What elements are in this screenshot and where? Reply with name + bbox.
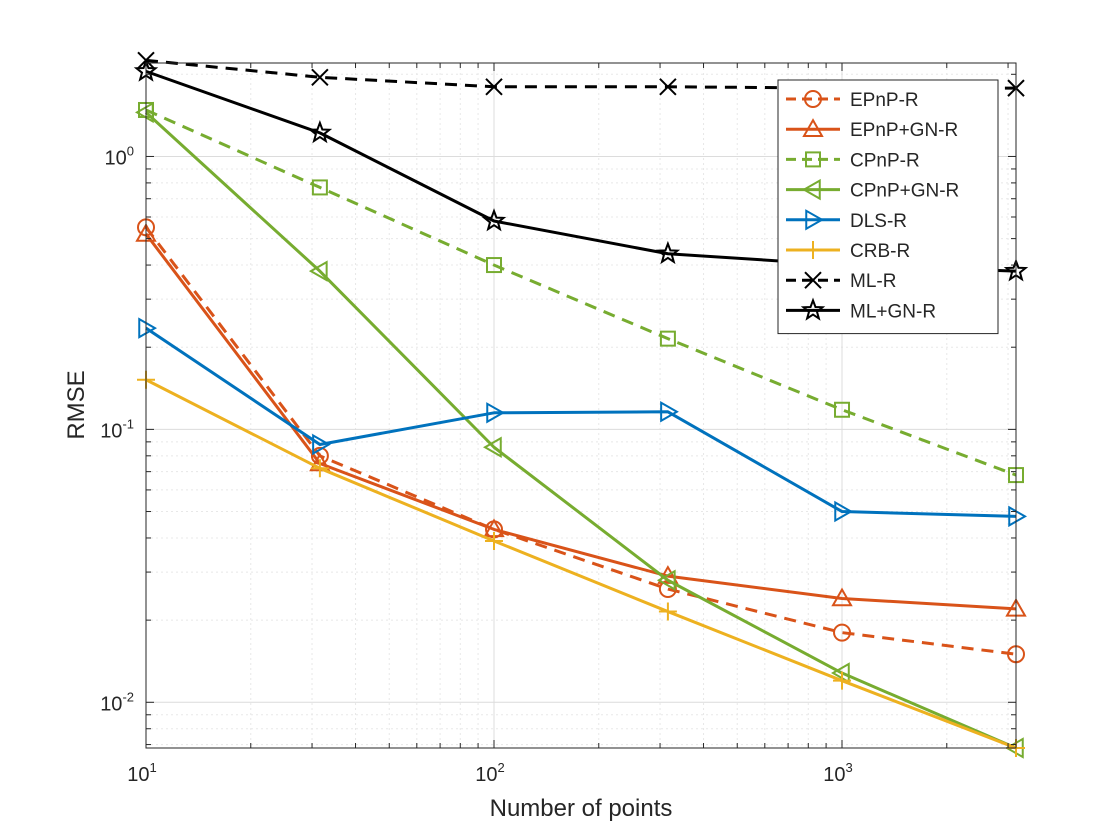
legend-item: EPnP+GN-R — [786, 118, 958, 141]
x-tick-label: 103 — [823, 760, 852, 786]
legend-label: CPnP-R — [850, 150, 920, 171]
legend-item: ML+GN-R — [786, 297, 936, 322]
data-point — [830, 662, 850, 684]
data-point — [311, 179, 328, 196]
legend-marker — [805, 209, 825, 231]
y-tick-label: 100 — [105, 143, 134, 169]
series-DLS-R — [138, 317, 1028, 528]
data-point — [311, 68, 329, 87]
y-tick-label: 10-1 — [100, 416, 134, 442]
data-point — [138, 317, 158, 339]
data-point — [307, 120, 333, 144]
data-point — [485, 531, 504, 550]
legend-marker — [801, 178, 821, 201]
data-point — [833, 623, 852, 642]
data-point — [656, 569, 676, 591]
series-CPnP+GN-R — [134, 101, 1024, 759]
legend-box — [777, 79, 999, 335]
series-line — [145, 108, 1017, 477]
y-axis-label: RMSE — [63, 370, 90, 439]
legend-item: CPnP-R — [786, 150, 920, 171]
series-line — [144, 111, 1017, 750]
data-point — [482, 436, 502, 458]
legend-item: EPnP-R — [786, 90, 919, 111]
legend-label: DLS-R — [850, 211, 907, 232]
data-point — [833, 671, 852, 690]
x-tick-label: 101 — [127, 760, 156, 786]
data-point — [308, 260, 328, 282]
x-tick-label: 102 — [475, 760, 504, 786]
legend-marker — [800, 297, 826, 321]
data-point — [486, 257, 503, 274]
plot-frame — [145, 62, 1017, 749]
data-point — [660, 401, 679, 423]
legend-item: CPnP+GN-R — [786, 178, 959, 202]
legend-marker — [805, 151, 821, 168]
series-line — [145, 326, 1017, 518]
legend-marker — [804, 241, 822, 259]
data-point — [655, 240, 681, 265]
legend-label: ML+GN-R — [850, 301, 936, 322]
data-point — [134, 101, 154, 124]
legend-label: ML-R — [850, 271, 896, 292]
data-point — [658, 602, 677, 621]
legend-marker — [804, 90, 822, 108]
data-point — [831, 587, 853, 607]
data-point — [834, 500, 854, 523]
data-point — [485, 78, 503, 96]
legend-label: CPnP+GN-R — [850, 181, 959, 202]
legend: EPnP-R EPnP+GN-R CPnP-R CPnP+GN-R DLS-R CRB-R… — [777, 79, 999, 335]
legend-item: CRB-R — [786, 241, 910, 262]
data-point — [310, 459, 329, 478]
data-point — [312, 433, 331, 456]
data-point — [659, 78, 677, 96]
legend-marker — [804, 271, 822, 289]
legend-item: DLS-R — [786, 209, 907, 232]
legend-label: CRB-R — [850, 241, 910, 262]
data-point — [486, 402, 506, 424]
x-tick-labels: 101 102 103 — [127, 760, 852, 786]
legend-label: EPnP-R — [850, 90, 919, 111]
legend-item: ML-R — [786, 271, 896, 292]
tick-marks — [145, 63, 1016, 748]
x-axis-label: Number of points — [490, 795, 673, 822]
series-line — [144, 226, 1017, 656]
legend-label: EPnP+GN-R — [850, 120, 958, 141]
y-tick-label: 10-2 — [100, 689, 134, 715]
data-point — [659, 330, 676, 347]
series-line — [145, 378, 1017, 750]
data-point — [1008, 505, 1028, 528]
data-point — [481, 208, 507, 232]
legend-marker — [802, 118, 824, 137]
data-point — [834, 401, 851, 418]
y-tick-labels: 10-2 10-1 100 — [100, 143, 134, 715]
